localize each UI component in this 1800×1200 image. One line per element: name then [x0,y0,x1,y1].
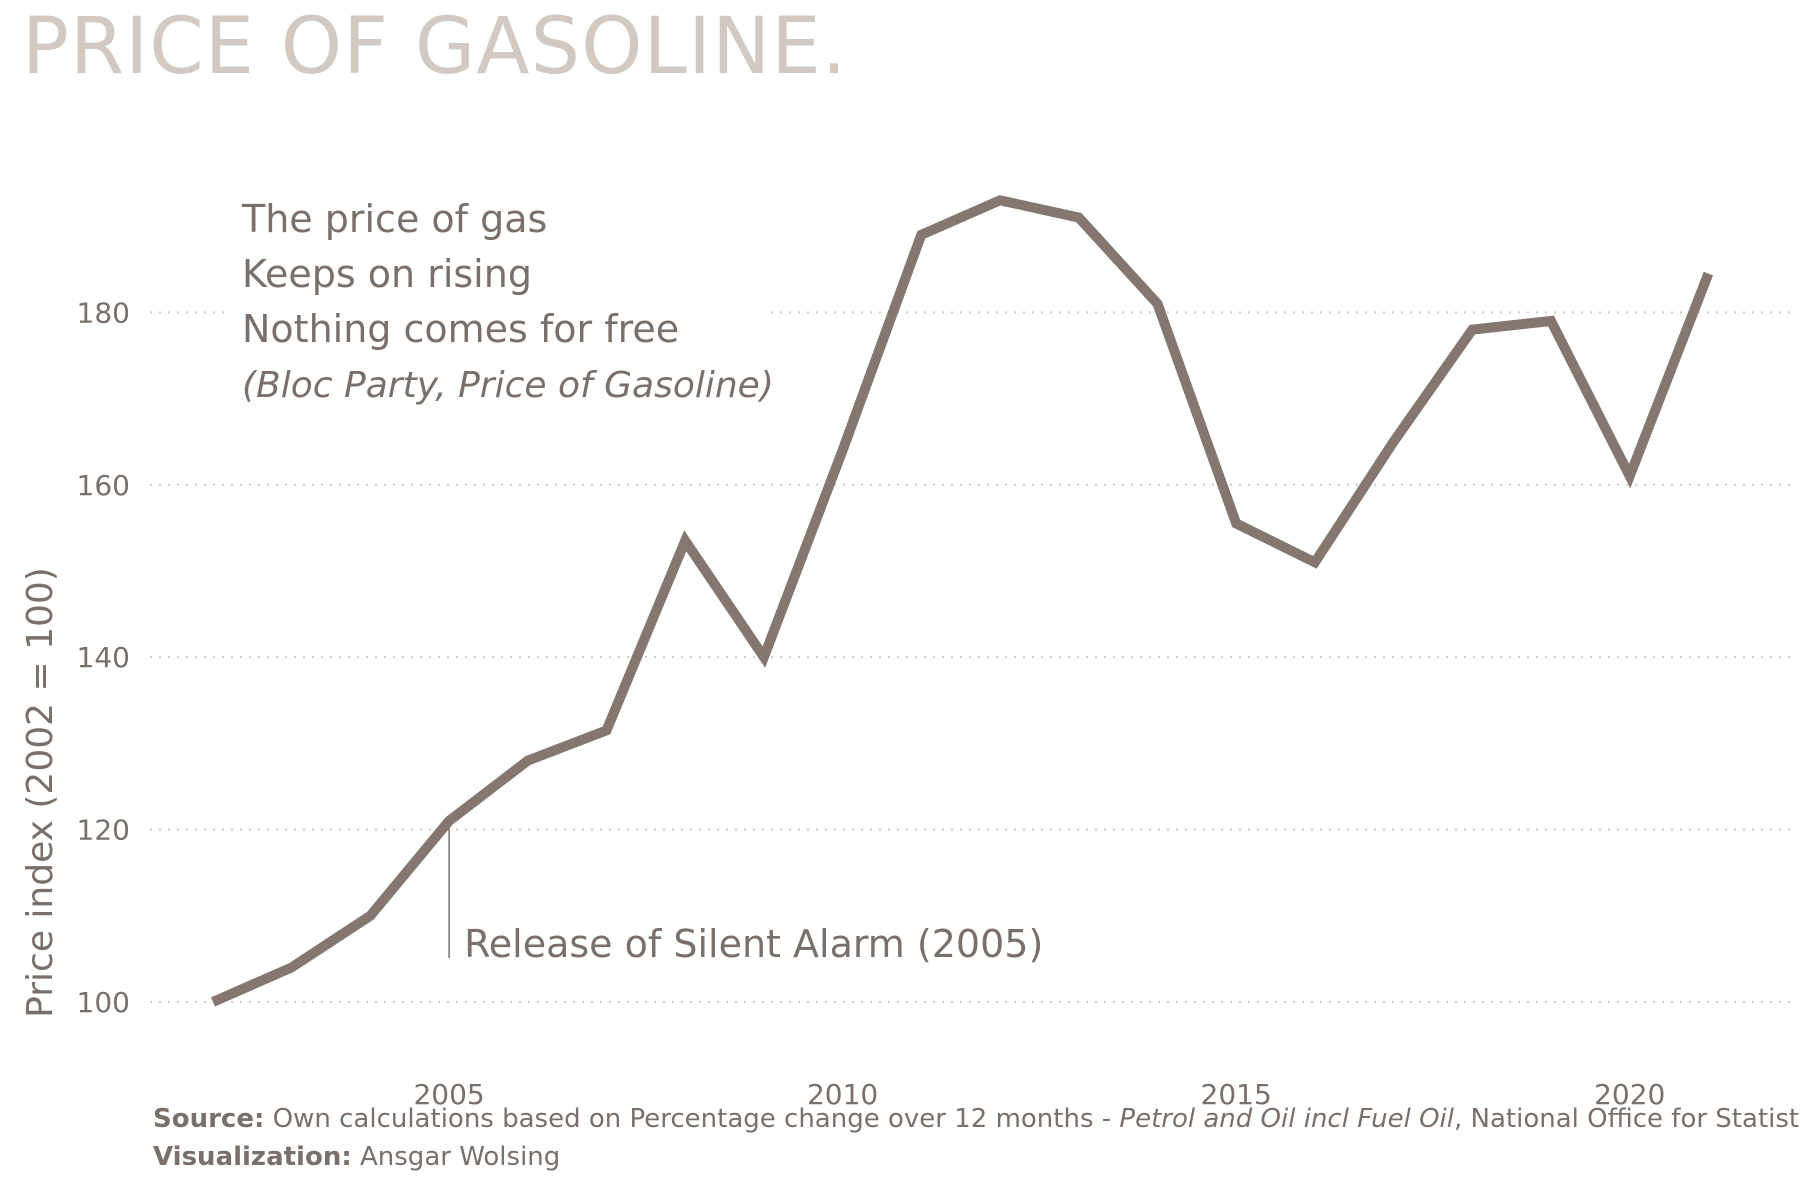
source-caption: Source: Own calculations based on Percen… [153,1104,1800,1134]
series-layer [210,195,1714,1007]
y-tick-label: 100 [77,986,130,1019]
y-tick-label: 140 [77,641,130,674]
quote-background [225,185,765,420]
quote-source: (Bloc Party, Price of Gasoline) [242,365,774,406]
source-text-1: Own calculations based on Percentage cha… [272,1104,1120,1134]
x-tick-labels: 2005 2010 2015 2020 [413,1078,1665,1111]
visualization-label: Visualization: [153,1142,352,1172]
event-label: Release of Silent Alarm (2005) [464,922,1043,966]
x-tick-label: 2020 [1594,1078,1665,1111]
source-text-2: , National Office for Statistics, UK [1454,1104,1800,1134]
source-label: Source: [153,1104,265,1134]
y-tick-label: 160 [77,469,130,502]
quote-line: The price of gas [241,197,547,241]
quote-annotation: The price of gas Keeps on rising Nothing c… [225,185,774,420]
visualization-author: Ansgar Wolsing [360,1142,561,1172]
series-line [210,195,1714,1007]
x-tick-label: 2010 [807,1078,878,1111]
source-italic: Petrol and Oil incl Fuel Oil [1119,1104,1454,1134]
y-tick-labels: 100 120 140 160 180 [77,296,130,1019]
event-annotation: Release of Silent Alarm (2005) [448,824,1043,966]
y-tick-label: 180 [77,296,130,329]
chart-title: PRICE OF GASOLINE. [22,2,848,92]
quote-line: Nothing comes for free [242,307,679,351]
x-tick-label: 2005 [413,1078,484,1111]
y-tick-label: 120 [77,814,130,847]
visualization-caption: Visualization: Ansgar Wolsing [153,1142,560,1172]
y-axis-label: Price index (2002 = 100) [20,567,61,1018]
quote-line: Keeps on rising [242,252,532,296]
x-tick-label: 2015 [1201,1078,1272,1111]
